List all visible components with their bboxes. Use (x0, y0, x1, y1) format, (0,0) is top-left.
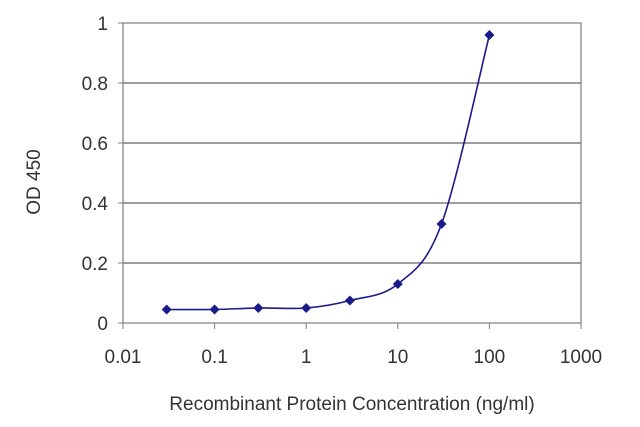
y-gridlines (123, 82, 581, 264)
y-axis-ticks: 0 0.2 0.4 0.6 0.8 1 (82, 14, 123, 335)
y-tick-label: 0 (97, 314, 108, 335)
y-tick-label: 0.6 (82, 134, 108, 155)
data-point-marker (161, 304, 172, 315)
data-point-marker (344, 295, 355, 306)
plot-area-frame (122, 22, 582, 324)
y-tick-label: 0.2 (82, 254, 108, 275)
x-tick-label: 10 (387, 347, 408, 368)
x-axis-title: Recombinant Protein Concentration (ng/ml… (169, 394, 534, 415)
y-tick-label: 0.8 (82, 74, 108, 95)
data-point-marker (484, 30, 495, 40)
data-point-marker (301, 303, 312, 313)
data-point-marker (209, 304, 220, 315)
y-tick-label: 1 (97, 14, 108, 35)
x-tick-label: 0.1 (201, 347, 227, 368)
data-point-marker (253, 303, 264, 313)
y-tick-label: 0.4 (82, 194, 109, 215)
x-tick-label: 100 (474, 347, 506, 368)
data-point-markers (161, 30, 495, 315)
x-axis-ticks: 0.01 0.1 1 10 100 1000 (105, 323, 602, 368)
data-point-marker (436, 219, 447, 229)
series-line (166, 34, 491, 311)
data-point-marker (392, 279, 403, 289)
x-tick-label: 0.01 (105, 347, 142, 368)
x-tick-label: 1000 (560, 347, 602, 368)
y-axis-title: OD 450 (24, 149, 45, 214)
x-tick-label: 1 (301, 347, 312, 368)
